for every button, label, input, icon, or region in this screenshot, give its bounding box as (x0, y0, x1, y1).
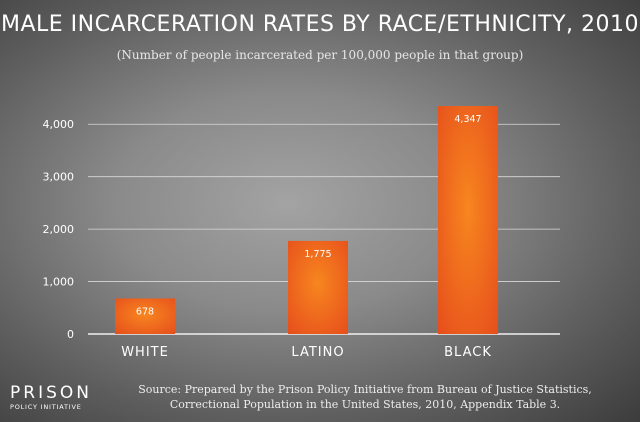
y-axis-ticks: 0 1,000 2,000 3,000 4,000 (43, 118, 75, 341)
x-tick-label: BLACK (444, 345, 492, 360)
bars (115, 106, 498, 334)
source-line-1: Source: Prepared by the Prison Policy In… (138, 383, 592, 396)
x-tick-label: WHITE (121, 345, 169, 360)
data-labels: 678 1,775 4,347 (136, 114, 482, 317)
x-tick-label: LATINO (291, 345, 344, 360)
y-tick-label: 1,000 (43, 276, 75, 289)
data-label: 678 (136, 306, 154, 317)
y-tick-label: 4,000 (43, 118, 75, 131)
chart-subtitle: (Number of people incarcerated per 100,0… (116, 48, 524, 62)
bar-white (115, 298, 175, 334)
data-label: 1,775 (304, 249, 331, 260)
logo-sub-text: POLICY INITIATIVE (10, 403, 82, 411)
logo-main-text: PRISON (10, 383, 92, 403)
data-label: 4,347 (454, 114, 481, 125)
x-axis-ticks: WHITE LATINO BLACK (121, 345, 492, 360)
chart-title: MALE INCARCERATION RATES BY RACE/ETHNICI… (0, 12, 640, 37)
y-tick-label: 2,000 (43, 223, 75, 236)
prison-policy-initiative-logo: PRISON POLICY INITIATIVE (10, 384, 92, 412)
source-note: Source: Prepared by the Prison Policy In… (130, 382, 600, 412)
bar-latino (288, 240, 348, 334)
y-tick-label: 3,000 (43, 171, 75, 184)
bar-black (438, 106, 498, 334)
source-line-2: Correctional Population in the United St… (169, 398, 561, 411)
y-tick-label: 0 (67, 328, 74, 341)
